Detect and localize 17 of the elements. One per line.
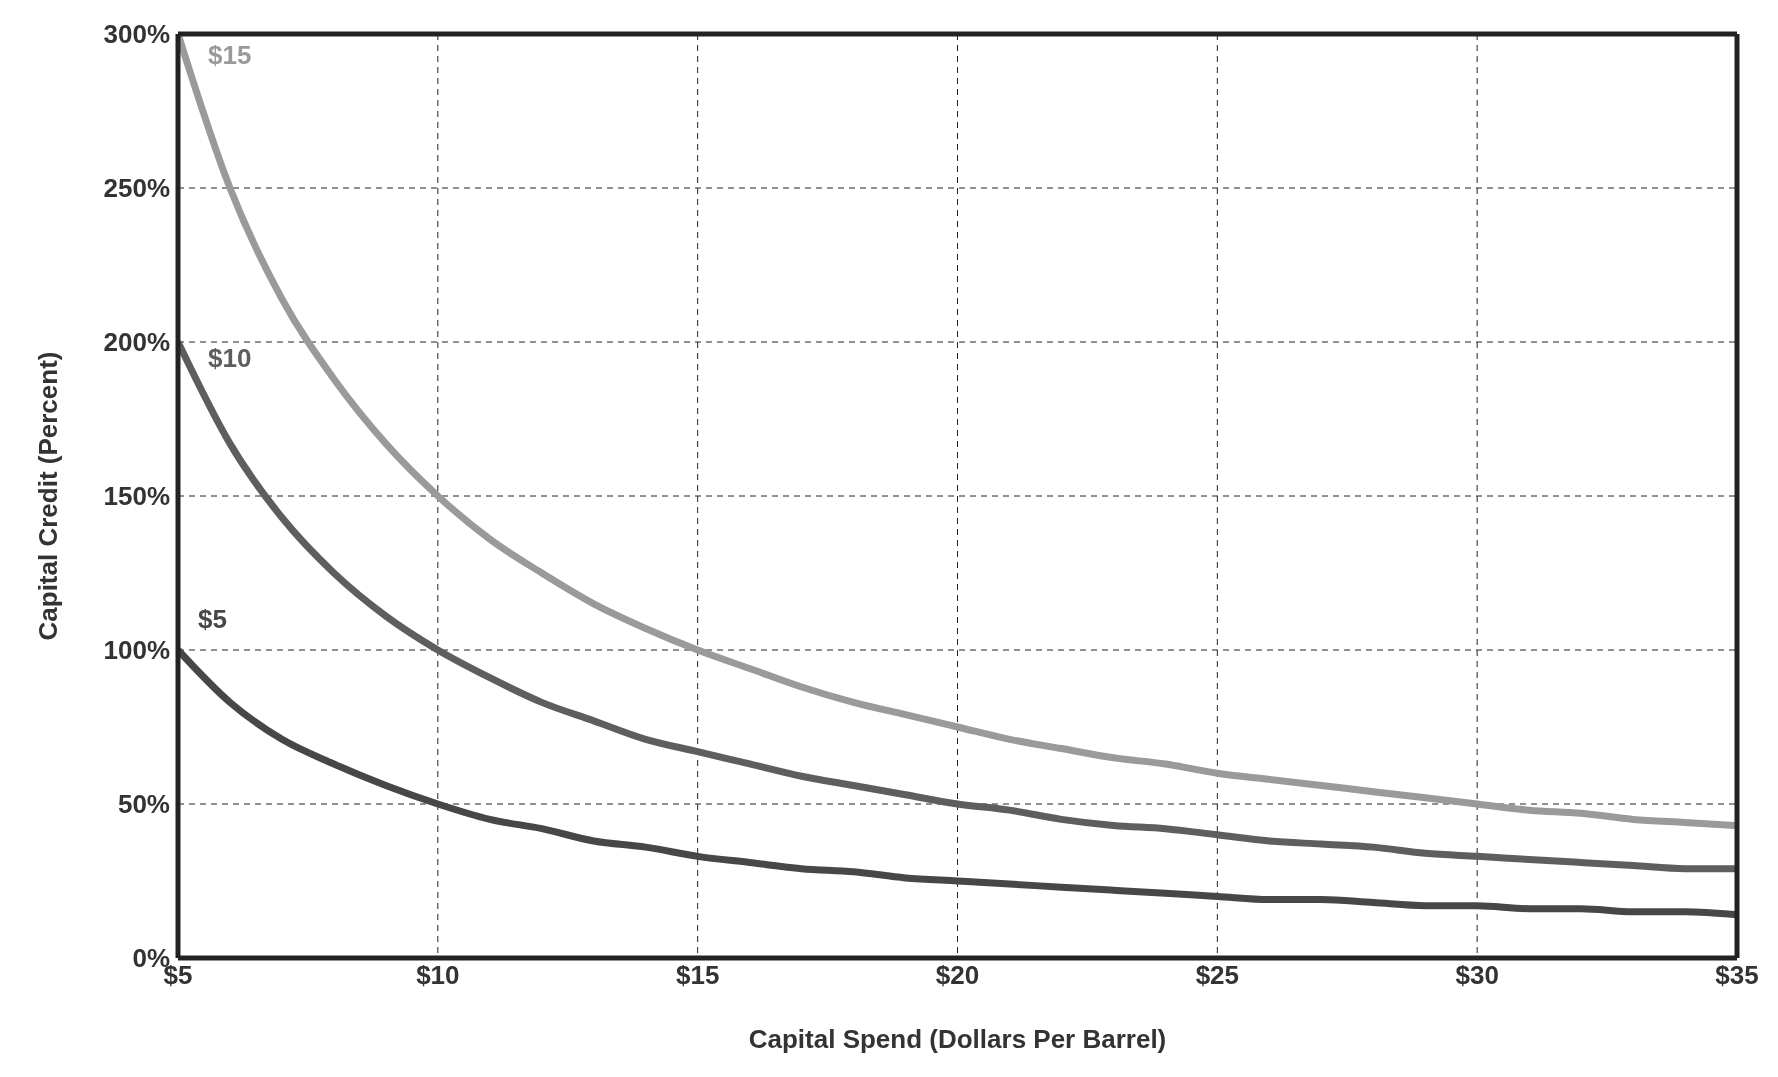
x-tick-label: $35 <box>1715 960 1759 991</box>
y-tick-label: 300% <box>103 19 170 50</box>
y-tick-label: 100% <box>103 635 170 666</box>
x-axis-title: Capital Spend (Dollars Per Barrel) <box>748 1024 1167 1054</box>
x-tick-label: $25 <box>1195 960 1240 991</box>
x-tick-label: $30 <box>1455 960 1499 991</box>
y-tick-label: 200% <box>103 327 170 358</box>
y-tick-label: 50% <box>117 789 170 820</box>
x-tick-label: $10 <box>416 960 460 991</box>
series-label: $5 <box>198 604 227 634</box>
series-label: $10 <box>208 343 252 373</box>
y-tick-label: 250% <box>103 173 170 204</box>
x-tick-label: $20 <box>935 960 980 991</box>
series-label: $15 <box>208 40 252 70</box>
y-axis-title: Capital Credit (Percent) <box>33 351 64 641</box>
y-tick-label: 150% <box>103 481 170 512</box>
x-tick-label: $15 <box>675 960 720 991</box>
